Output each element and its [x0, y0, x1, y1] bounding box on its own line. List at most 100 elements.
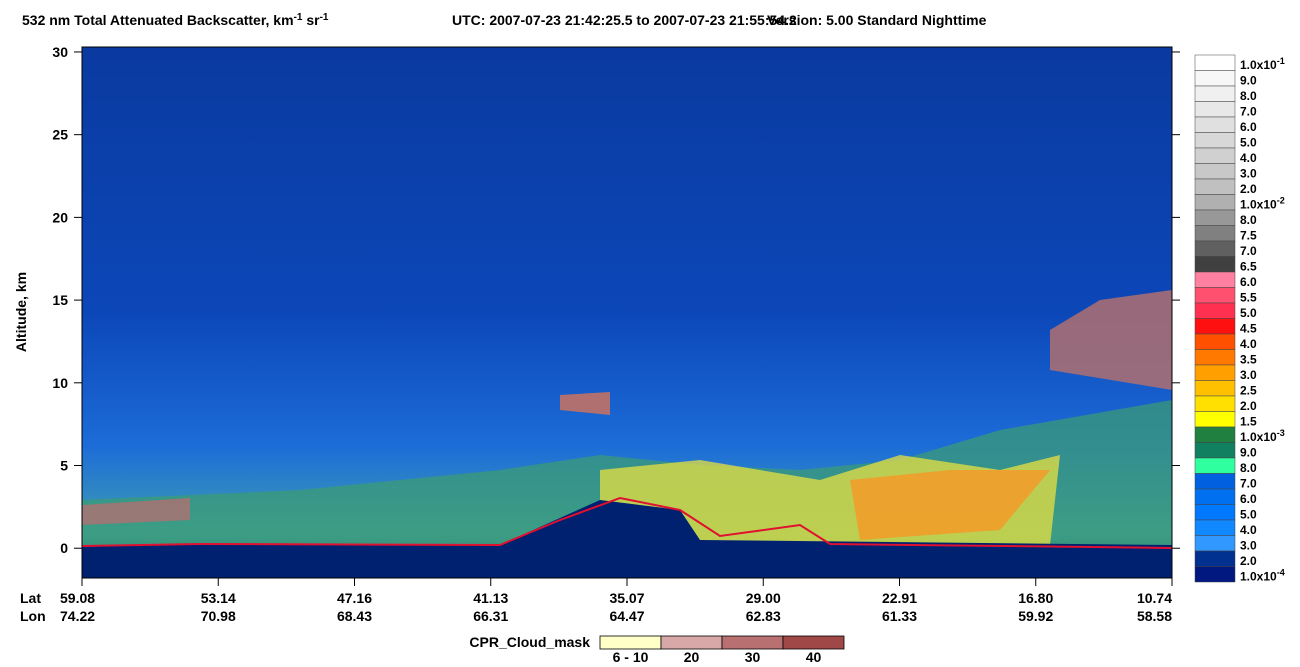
x-tick-label: 47.16	[337, 590, 372, 606]
x-tick-label: 68.43	[337, 608, 372, 624]
colorbar-label-exp: -4	[1277, 567, 1285, 577]
colorbar-label-exp: -2	[1277, 195, 1285, 205]
colorbar-label: 7.0	[1240, 476, 1257, 490]
colorbar-label: 8.0	[1240, 213, 1257, 227]
cpr-legend-title: CPR_Cloud_mask	[469, 634, 590, 650]
colorbar-label: 5.5	[1240, 290, 1257, 304]
colorbar-swatch	[1194, 535, 1236, 552]
colorbar-label-exp: -3	[1277, 428, 1285, 438]
x-tick-label: 62.83	[746, 608, 781, 624]
x-tick-label: 29.00	[746, 590, 781, 606]
cpr-label: 20	[684, 649, 700, 665]
y-axis-label: Altitude, km	[13, 272, 29, 352]
x-tick-label: 59.92	[1018, 608, 1053, 624]
colorbar-label: 2.0	[1240, 554, 1257, 568]
colorbar-label: 9.0	[1240, 73, 1257, 87]
colorbar-swatch	[1194, 287, 1236, 304]
colorbar-swatch	[1194, 488, 1236, 505]
title-superscript: -1	[294, 12, 303, 23]
colorbar-swatch	[1194, 163, 1236, 180]
colorbar-swatch	[1194, 519, 1236, 536]
x-tick-label: 70.98	[201, 608, 236, 624]
x-tick-label: 66.31	[473, 608, 508, 624]
version: Version: 5.00 Standard Nighttime	[767, 12, 987, 28]
colorbar-label: 9.0	[1240, 445, 1257, 459]
colorbar-label-base: 1.0x10	[1240, 58, 1277, 72]
title-superscript: -1	[320, 12, 329, 23]
chart-title: 532 nm Total Attenuated Backscatter, km-…	[22, 12, 329, 29]
colorbar-swatch	[1194, 194, 1236, 211]
x-tick-label: 35.07	[609, 590, 644, 606]
colorbar-swatch	[1194, 178, 1236, 195]
colorbar-swatch	[1194, 333, 1236, 350]
colorbar-swatch	[1194, 566, 1236, 583]
colorbar-label: 6.0	[1240, 492, 1257, 506]
colorbar-swatch	[1194, 85, 1236, 102]
x-tick-label: 16.80	[1018, 590, 1053, 606]
x-tick-label: 53.14	[201, 590, 236, 606]
cpr-swatch	[599, 635, 662, 650]
colorbar-label: 5.0	[1240, 507, 1257, 521]
colorbar-label: 1.0x10-3	[1240, 428, 1285, 444]
x-tick-label: 41.13	[473, 590, 508, 606]
colorbar-swatch	[1194, 70, 1236, 87]
colorbar-swatch	[1194, 302, 1236, 319]
colorbar-swatch	[1194, 442, 1236, 459]
colorbar-label: 4.5	[1240, 321, 1257, 335]
colorbar-label: 1.0x10-2	[1240, 195, 1285, 211]
colorbar-label: 5.0	[1240, 135, 1257, 149]
colorbar-label: 7.5	[1240, 228, 1257, 242]
colorbar-swatch	[1194, 209, 1236, 226]
y-tick-label: 0	[60, 540, 68, 556]
colorbar-swatch	[1194, 116, 1236, 133]
colorbar-label: 7.0	[1240, 104, 1257, 118]
y-tick-label: 25	[52, 127, 68, 143]
colorbar-label: 1.0x10-4	[1240, 567, 1285, 583]
colorbar-swatch	[1194, 473, 1236, 490]
colorbar-swatch	[1194, 132, 1236, 149]
colorbar-label: 8.0	[1240, 461, 1257, 475]
x-tick-label: 22.91	[882, 590, 917, 606]
y-tick-label: 20	[52, 209, 68, 225]
colorbar-label: 6.0	[1240, 275, 1257, 289]
colorbar-label: 2.0	[1240, 399, 1257, 413]
colorbar-swatch	[1194, 101, 1236, 118]
colorbar-swatch	[1194, 504, 1236, 521]
colorbar-label: 6.5	[1240, 259, 1257, 273]
colorbar-label-base: 1.0x10	[1240, 569, 1277, 583]
x-row-name: Lat	[20, 590, 41, 606]
colorbar-swatch	[1194, 426, 1236, 443]
colorbar-swatch	[1194, 318, 1236, 335]
x-tick-label: 64.47	[609, 608, 644, 624]
colorbar-label: 3.0	[1240, 166, 1257, 180]
y-tick-label: 30	[52, 44, 68, 60]
colorbar-label-base: 1.0x10	[1240, 197, 1277, 211]
colorbar-swatch	[1194, 54, 1236, 71]
title-text: sr	[302, 12, 320, 28]
cpr-swatch	[782, 635, 845, 650]
colorbar-label-exp: -1	[1277, 56, 1285, 66]
colorbar-label: 3.5	[1240, 352, 1257, 366]
colorbar-label-base: 1.0x10	[1240, 430, 1277, 444]
colorbar-label: 2.0	[1240, 182, 1257, 196]
y-tick-label: 15	[52, 292, 68, 308]
colorbar-label: 4.0	[1240, 151, 1257, 165]
y-tick-label: 10	[52, 375, 68, 391]
colorbar-label: 7.0	[1240, 244, 1257, 258]
colorbar-label: 1.5	[1240, 414, 1257, 428]
x-tick-label: 10.74	[1137, 590, 1172, 606]
x-row-name: Lon	[20, 608, 46, 624]
colorbar-swatch	[1194, 271, 1236, 288]
colorbar-label: 2.5	[1240, 383, 1257, 397]
colorbar-label: 4.0	[1240, 523, 1257, 537]
cpr-label: 40	[806, 649, 822, 665]
colorbar-swatch	[1194, 457, 1236, 474]
cpr-label: 6 - 10	[613, 649, 649, 665]
x-tick-label: 61.33	[882, 608, 917, 624]
colorbar-swatch	[1194, 411, 1236, 428]
utc: UTC: 2007-07-23 21:42:25.5 to 2007-07-23…	[452, 12, 797, 28]
colorbar-label: 1.0x10-1	[1240, 56, 1285, 72]
colorbar-swatch	[1194, 225, 1236, 242]
y-tick-label: 5	[60, 458, 68, 474]
